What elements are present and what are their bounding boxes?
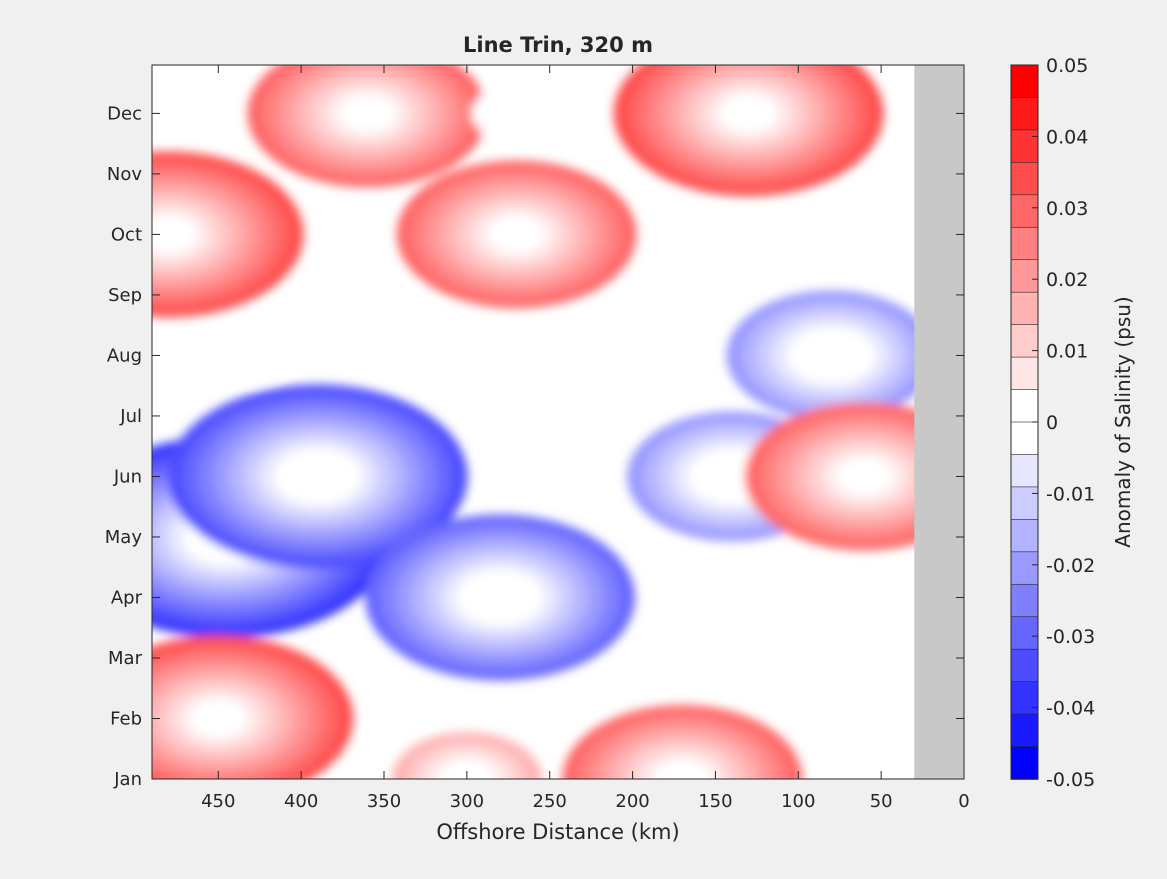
colorbar-segment-2 <box>1010 129 1039 164</box>
colorbar-tick-label-4: 0.01 <box>1046 341 1088 363</box>
x-tick-label-9: 0 <box>958 791 969 812</box>
colorbar-tick-label-9: -0.04 <box>1046 698 1095 720</box>
colorbar-segment-9 <box>1010 356 1039 391</box>
colorbar-tick-label-10: -0.05 <box>1046 769 1095 791</box>
anomaly-contour-4-5 <box>801 335 862 376</box>
no-data-region <box>914 65 964 779</box>
plot-frame <box>151 64 965 780</box>
anomaly-contour-13-1 <box>486 93 547 134</box>
colorbar-segment-18 <box>1010 648 1039 683</box>
anomaly-contour-1-8 <box>287 456 348 497</box>
x-tick-label-0: 450 <box>201 791 235 812</box>
colorbar-segment-17 <box>1010 616 1039 650</box>
colorbar-tick-label-6: -0.01 <box>1046 483 1095 505</box>
y-tick-label-mar: Mar <box>108 648 143 669</box>
colorbar-segment-0 <box>1010 64 1039 99</box>
y-tick-label-may: May <box>105 527 143 548</box>
colorbar-tick-label-8: -0.03 <box>1046 626 1095 648</box>
anomaly-contour-12-3 <box>436 759 497 779</box>
colorbar-segment-7 <box>1010 291 1039 326</box>
colorbar-segment-8 <box>1010 324 1039 358</box>
anomaly-contour-7-6 <box>486 214 547 255</box>
colorbar-segment-10 <box>1010 389 1039 423</box>
colorbar-segment-16 <box>1010 583 1039 618</box>
x-tick-label-7: 100 <box>781 791 815 812</box>
x-tick-label-1: 400 <box>284 791 318 812</box>
anomaly-contour-6-6 <box>652 759 713 779</box>
colorbar-segment-19 <box>1010 681 1039 715</box>
x-axis-label: Offshore Distance (km) <box>436 820 679 844</box>
colorbar-tick-label-7: -0.02 <box>1046 555 1095 577</box>
y-tick-label-aug: Aug <box>107 345 142 366</box>
colorbar-segment-21 <box>1010 746 1039 780</box>
anomaly-contour-9-7 <box>718 93 779 134</box>
colorbar-segment-12 <box>1010 454 1039 488</box>
colorbar-segment-11 <box>1010 421 1039 456</box>
colorbar-segment-1 <box>1010 97 1039 131</box>
x-axis: 450 400 350 300 250 200 150 100 50 0 <box>201 65 970 812</box>
anomaly-contour-11-6 <box>834 456 895 497</box>
colorbar-label: Anomaly of Salinity (psu) <box>1111 296 1135 547</box>
x-tick-label-2: 350 <box>367 791 401 812</box>
colorbar-tick-label-0: 0.05 <box>1046 55 1088 77</box>
colorbar-tick-label-1: 0.04 <box>1046 126 1088 148</box>
anomaly-contour-8-6 <box>337 93 398 134</box>
anomaly-contour-2-7 <box>470 577 530 618</box>
colorbar-tick-label-2: 0.03 <box>1046 198 1088 220</box>
anomaly-contour-14-1 <box>221 335 282 376</box>
y-tick-label-jan: Jan <box>113 769 142 790</box>
y-tick-label-oct: Oct <box>111 224 142 245</box>
y-tick-label-jun: Jun <box>113 466 142 487</box>
colorbar-tick-label-3: 0.02 <box>1046 269 1088 291</box>
y-axis: Jan Feb Mar Apr May Jun Jul Aug Sep Oct Nov Dec <box>105 103 964 790</box>
salinity-anomaly-field <box>152 65 964 779</box>
colorbar-segment-14 <box>1010 519 1039 553</box>
colorbar-segment-15 <box>1010 551 1039 586</box>
colorbar-segment-5 <box>1010 226 1039 261</box>
colorbar-tick-label-5: 0 <box>1046 412 1058 434</box>
y-tick-label-nov: Nov <box>107 164 142 185</box>
y-tick-label-sep: Sep <box>108 285 142 306</box>
x-tick-label-5: 200 <box>615 791 649 812</box>
colorbar-segment-6 <box>1010 259 1039 293</box>
y-tick-label-apr: Apr <box>111 587 143 608</box>
colorbar-segment-4 <box>1010 194 1039 229</box>
x-tick-label-6: 150 <box>698 791 732 812</box>
chart-title: Line Trin, 320 m <box>463 33 653 57</box>
anomaly-contour-10-7 <box>152 214 199 255</box>
x-tick-label-4: 250 <box>533 791 567 812</box>
colorbar-segment-20 <box>1010 713 1039 748</box>
y-tick-label-jul: Jul <box>119 406 142 427</box>
x-tick-label-8: 50 <box>870 791 893 812</box>
y-tick-label-dec: Dec <box>107 103 142 124</box>
y-tick-label-feb: Feb <box>110 708 142 729</box>
x-tick-label-3: 300 <box>450 791 484 812</box>
colorbar-segment-13 <box>1010 486 1039 521</box>
colorbar-segment-3 <box>1010 162 1039 196</box>
colorbar: 0.05 0.04 0.03 0.02 0.01 0 -0.01 -0.02 -0.03 -0.0… <box>1010 55 1095 791</box>
anomaly-contour-5-7 <box>188 698 249 739</box>
